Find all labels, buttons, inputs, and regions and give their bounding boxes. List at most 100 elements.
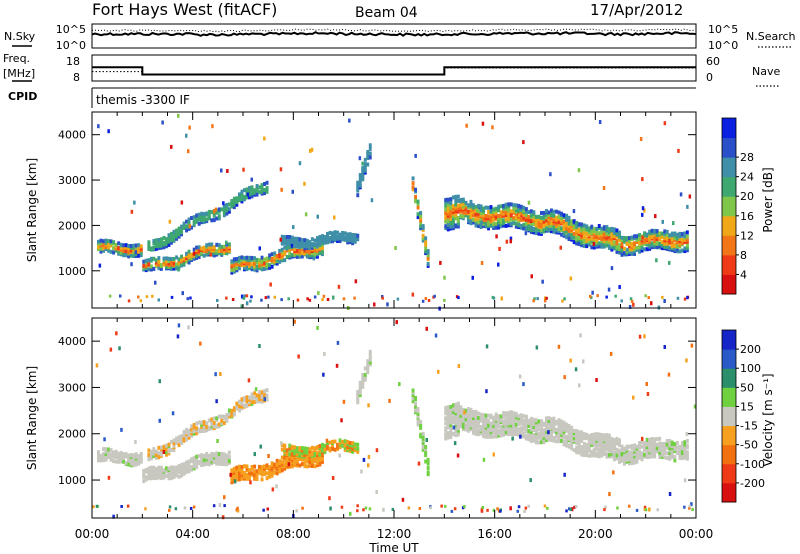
radar-cell <box>451 431 455 436</box>
radar-cell <box>248 266 251 270</box>
radar-cell <box>590 245 594 250</box>
radar-cell <box>112 459 116 464</box>
radar-cell <box>529 421 533 426</box>
radar-cell <box>200 220 204 225</box>
radar-cell <box>263 466 267 471</box>
x-tick-label: 08:00 <box>276 527 311 541</box>
radar-cell <box>668 237 672 242</box>
radar-speckle <box>632 395 635 400</box>
radar-speckle <box>668 492 672 496</box>
radar-cell <box>321 445 324 450</box>
radar-cell <box>685 443 689 448</box>
radar-cell <box>547 212 551 217</box>
radar-cell <box>356 393 360 398</box>
radar-cell <box>592 436 596 441</box>
radar-speckle <box>418 507 422 510</box>
radar-cell <box>472 419 475 424</box>
radar-cell <box>177 230 181 235</box>
radar-speckle <box>641 235 644 240</box>
radar-cell <box>590 452 594 457</box>
radar-cell <box>97 456 100 461</box>
radar-cell <box>529 425 533 430</box>
radar-cell <box>190 465 194 470</box>
radar-cell <box>190 225 194 230</box>
radar-cell <box>318 251 322 256</box>
radar-cell <box>187 432 191 437</box>
radar-speckle <box>635 508 639 512</box>
radar-cell <box>172 257 176 261</box>
radar-cell <box>154 455 158 460</box>
radar-cell <box>230 270 234 275</box>
radar-cell <box>240 404 244 409</box>
radar-cell <box>482 206 486 211</box>
radar-speckle <box>685 358 688 363</box>
radar-cell <box>217 245 221 250</box>
radar-speckle <box>655 258 658 263</box>
radar-cell <box>190 427 194 432</box>
radar-cell <box>421 447 425 452</box>
radar-cell <box>351 447 355 452</box>
radar-cell <box>290 450 294 455</box>
radar-cell <box>124 452 128 457</box>
radar-cell <box>200 211 204 216</box>
radar-cell <box>139 455 143 460</box>
radar-cell <box>243 188 246 193</box>
radar-cell <box>127 462 131 467</box>
radar-cell <box>298 446 302 451</box>
radar-cell <box>555 222 559 227</box>
radar-cell <box>489 426 493 431</box>
radar-cell <box>472 430 475 435</box>
radar-cell <box>227 202 231 207</box>
radar-cell <box>170 257 173 262</box>
radar-cell <box>461 420 465 425</box>
radar-speckle <box>212 504 216 508</box>
radar-cell <box>177 265 181 270</box>
radar-cell <box>572 438 576 443</box>
colorbar-tick-label: -50 <box>740 439 758 452</box>
radar-speckle <box>535 345 539 350</box>
radar-cell <box>288 247 292 252</box>
radar-cell <box>411 388 415 393</box>
radar-cell <box>212 416 216 421</box>
radar-speckle <box>375 448 379 453</box>
radar-speckle <box>574 505 578 508</box>
radar-cell <box>625 236 629 241</box>
radar-cell <box>623 246 626 251</box>
radar-cell <box>207 462 211 467</box>
radar-cell <box>658 455 662 460</box>
radar-speckle <box>287 462 291 467</box>
radar-cell <box>263 257 267 262</box>
radar-cell <box>628 242 631 247</box>
radar-speckle <box>170 144 173 149</box>
radar-cell <box>524 211 528 216</box>
radar-speckle <box>668 260 671 265</box>
radar-cell <box>172 469 176 474</box>
radar-cell <box>336 239 340 243</box>
radar-cell <box>474 421 478 426</box>
radar-cell <box>245 260 249 265</box>
radar-cell <box>255 188 259 193</box>
radar-cell <box>673 233 677 238</box>
radar-cell <box>97 239 100 244</box>
radar-cell <box>595 238 599 243</box>
radar-cell <box>258 469 262 474</box>
radar-cell <box>449 197 453 202</box>
radar-cell <box>562 223 566 228</box>
radar-cell <box>240 255 244 260</box>
radar-cell <box>484 430 488 435</box>
radar-cell <box>202 453 206 458</box>
radar-cell <box>509 417 513 422</box>
radar-cell <box>565 426 569 431</box>
radar-cell <box>185 224 189 229</box>
radar-speckle <box>118 346 121 351</box>
radar-cell <box>643 237 647 242</box>
radar-cell <box>323 239 327 244</box>
radar-cell <box>170 236 173 241</box>
radar-cell <box>230 268 234 273</box>
radar-cell <box>628 444 631 449</box>
radar-speckle <box>225 240 228 245</box>
radar-cell <box>643 448 647 453</box>
radar-cell <box>356 400 360 405</box>
radar-cell <box>127 254 131 259</box>
radar-cell <box>451 420 455 425</box>
